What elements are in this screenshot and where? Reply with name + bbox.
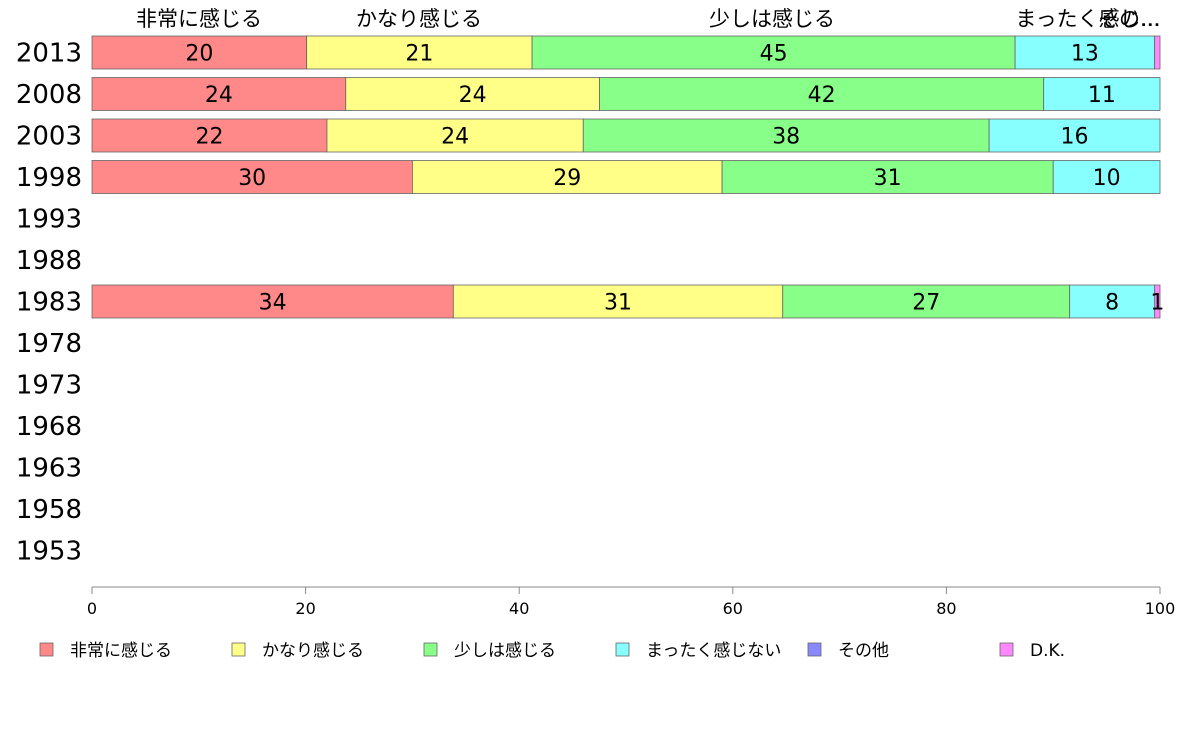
column-header: 非常に感じる: [136, 7, 262, 31]
year-label: 1963: [16, 454, 82, 484]
x-tick-label: 0: [87, 599, 97, 618]
bar-segment: [1043, 77, 1161, 111]
bar-segment: [531, 35, 1016, 70]
bar-segment: [326, 118, 584, 153]
x-tick-label: 20: [295, 599, 315, 618]
data-label: 34: [259, 291, 287, 316]
bar-segment: [91, 35, 308, 70]
year-label: 1978: [16, 329, 82, 359]
year-label: 2013: [16, 39, 82, 69]
data-label: 38: [772, 125, 800, 150]
data-label: 30: [238, 166, 266, 191]
data-label: 29: [553, 166, 581, 191]
bar-segment: [1069, 284, 1156, 319]
legend-label: D.K.: [1030, 641, 1065, 661]
bar-segment: [345, 77, 600, 111]
year-label: 1993: [16, 205, 82, 235]
x-tick-label: 60: [723, 599, 743, 618]
bar-segment: [306, 35, 533, 70]
x-tick-label: 100: [1145, 599, 1176, 618]
column-header: かなり感じる: [356, 7, 482, 31]
bar-segment: [91, 77, 347, 111]
data-label: 24: [205, 83, 233, 108]
year-label: 1973: [16, 371, 82, 401]
year-label: 1983: [16, 288, 82, 318]
year-labels: 2013 2008 2003 1998 1993 1988 1983 1978 1973 1968…: [16, 39, 82, 567]
data-label: 20: [185, 42, 213, 67]
data-label: 24: [441, 125, 469, 150]
bar-segment: [782, 284, 1071, 319]
bar-segment: [582, 118, 990, 153]
legend-swatch: [615, 642, 630, 657]
x-axis: 0 20 40 60 80 100: [87, 586, 1176, 618]
column-header: その...: [1098, 7, 1160, 31]
year-label: 1988: [16, 246, 82, 276]
year-label: 1968: [16, 412, 82, 442]
bar-segment: [91, 118, 328, 153]
legend: 非常に感じる かなり感じる 少しは感じる まったく感じない その他 D.K.: [39, 641, 1065, 661]
data-label: 13: [1071, 42, 1099, 67]
data-label: 10: [1093, 166, 1121, 191]
legend-swatch: [231, 642, 246, 657]
legend-label: かなり感じる: [262, 641, 364, 661]
column-headers: 非常に感じる かなり感じる 少しは感じる まったく感じ...その...: [136, 7, 1161, 31]
data-label: 42: [808, 83, 836, 108]
year-label: 1958: [16, 495, 82, 525]
legend-label: 非常に感じる: [70, 641, 172, 661]
bar-segment: [452, 284, 784, 319]
data-label: 8: [1105, 291, 1119, 316]
bars: 20 21 45 13 24 24 42 11 22 24 38 16 30 29 31 10 34 31 27 8 1: [91, 35, 1164, 319]
bar-segment: [1052, 160, 1161, 194]
x-tick-label: 80: [936, 599, 956, 618]
column-header: 少しは感じる: [709, 7, 835, 31]
year-label: 1953: [16, 537, 82, 567]
legend-swatch: [999, 642, 1014, 657]
data-label: 21: [405, 42, 433, 67]
legend-swatch: [423, 642, 438, 657]
data-label: 22: [195, 125, 223, 150]
data-label: 16: [1061, 125, 1089, 150]
data-label: 45: [760, 42, 788, 67]
bar-segment: [599, 77, 1045, 111]
x-tick-label: 40: [509, 599, 529, 618]
legend-swatch: [39, 642, 54, 657]
data-label: 31: [874, 166, 902, 191]
year-label: 1998: [16, 163, 82, 193]
bar-segment: [1154, 284, 1161, 319]
bar-segment: [1154, 35, 1161, 70]
legend-swatch: [807, 642, 822, 657]
bar-segment: [411, 160, 723, 194]
data-label: 27: [912, 291, 940, 316]
bar-segment: [988, 118, 1161, 153]
data-label: 24: [459, 83, 487, 108]
bar-segment: [721, 160, 1054, 194]
year-label: 2003: [16, 122, 82, 152]
data-label: 31: [604, 291, 632, 316]
bar-segment: [91, 160, 413, 194]
legend-label: まったく感じない: [646, 641, 781, 661]
legend-label: その他: [838, 641, 889, 661]
column-header: まったく感じ...: [1015, 7, 1160, 31]
year-label: 2008: [16, 80, 82, 110]
bar-segment: [91, 284, 454, 319]
data-label: 1: [1150, 291, 1164, 316]
legend-label: 少しは感じる: [454, 641, 556, 661]
data-label: 11: [1088, 83, 1116, 108]
bar-segment: [1014, 35, 1156, 70]
